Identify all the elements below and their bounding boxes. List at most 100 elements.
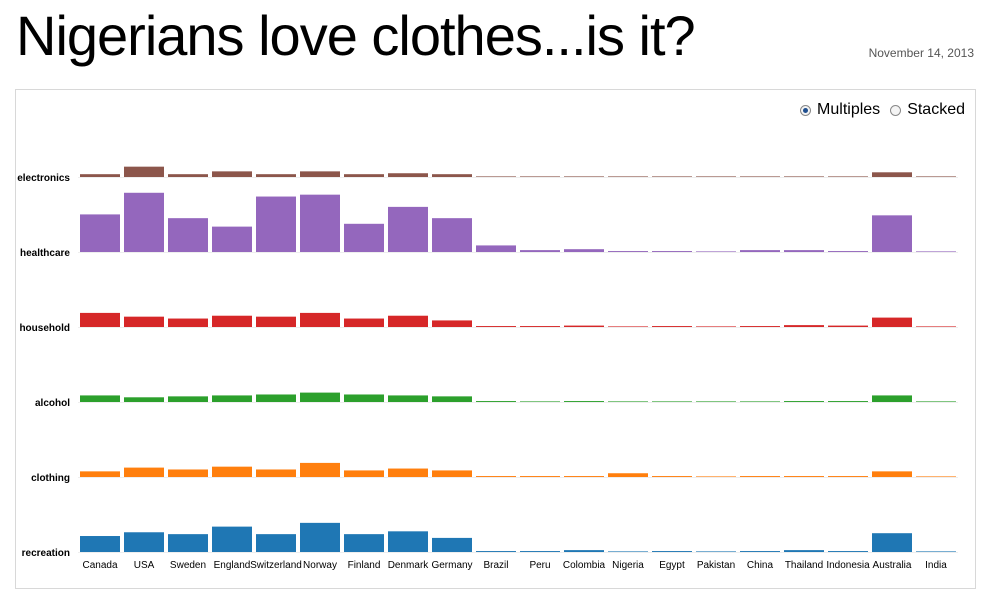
bar-clothing-sweden[interactable]	[168, 469, 208, 477]
bar-alcohol-indonesia[interactable]	[828, 401, 868, 402]
bar-electronics-brazil[interactable]	[476, 176, 516, 177]
bar-clothing-canada[interactable]	[80, 471, 120, 477]
bar-household-switzerland[interactable]	[256, 316, 296, 327]
bar-household-colombia[interactable]	[564, 325, 604, 327]
bar-electronics-peru[interactable]	[520, 176, 560, 177]
bar-healthcare-sweden[interactable]	[168, 218, 208, 252]
bar-electronics-denmark[interactable]	[388, 173, 428, 177]
bar-healthcare-norway[interactable]	[300, 194, 340, 252]
bar-clothing-thailand[interactable]	[784, 476, 824, 477]
bar-recreation-finland[interactable]	[344, 534, 384, 552]
bar-electronics-australia[interactable]	[872, 172, 912, 177]
bar-clothing-china[interactable]	[740, 476, 780, 477]
bar-household-india[interactable]	[916, 326, 956, 327]
bar-alcohol-australia[interactable]	[872, 395, 912, 402]
multiples-option[interactable]: Multiples	[800, 101, 880, 119]
bar-recreation-peru[interactable]	[520, 551, 560, 552]
bar-electronics-finland[interactable]	[344, 174, 384, 177]
bar-alcohol-egypt[interactable]	[652, 401, 692, 402]
bar-healthcare-canada[interactable]	[80, 214, 120, 252]
bar-household-germany[interactable]	[432, 320, 472, 327]
bar-household-finland[interactable]	[344, 318, 384, 327]
bar-household-china[interactable]	[740, 326, 780, 327]
bar-alcohol-thailand[interactable]	[784, 401, 824, 402]
bar-alcohol-pakistan[interactable]	[696, 401, 736, 402]
bar-clothing-germany[interactable]	[432, 470, 472, 477]
bar-recreation-switzerland[interactable]	[256, 534, 296, 552]
bar-household-sweden[interactable]	[168, 318, 208, 327]
bar-household-usa[interactable]	[124, 316, 164, 327]
bar-clothing-colombia[interactable]	[564, 476, 604, 477]
multiples-radio[interactable]	[800, 104, 812, 116]
bar-clothing-egypt[interactable]	[652, 476, 692, 477]
bar-electronics-nigeria[interactable]	[608, 176, 648, 177]
bar-healthcare-india[interactable]	[916, 251, 956, 252]
bar-clothing-brazil[interactable]	[476, 476, 516, 477]
stacked-option[interactable]: Stacked	[890, 101, 965, 119]
bar-alcohol-finland[interactable]	[344, 394, 384, 402]
bar-recreation-china[interactable]	[740, 551, 780, 552]
bar-alcohol-colombia[interactable]	[564, 401, 604, 402]
bar-healthcare-colombia[interactable]	[564, 249, 604, 252]
bar-healthcare-indonesia[interactable]	[828, 251, 868, 252]
bar-healthcare-finland[interactable]	[344, 223, 384, 252]
bar-recreation-thailand[interactable]	[784, 550, 824, 552]
bar-electronics-colombia[interactable]	[564, 176, 604, 177]
bar-alcohol-germany[interactable]	[432, 396, 472, 402]
bar-recreation-england[interactable]	[212, 526, 252, 552]
bar-household-denmark[interactable]	[388, 315, 428, 327]
bar-recreation-norway[interactable]	[300, 522, 340, 552]
bar-alcohol-denmark[interactable]	[388, 395, 428, 402]
bar-recreation-india[interactable]	[916, 551, 956, 552]
bar-alcohol-usa[interactable]	[124, 397, 164, 402]
bar-electronics-switzerland[interactable]	[256, 174, 296, 177]
bar-healthcare-brazil[interactable]	[476, 245, 516, 252]
bar-alcohol-england[interactable]	[212, 395, 252, 402]
bar-recreation-australia[interactable]	[872, 533, 912, 552]
bar-household-australia[interactable]	[872, 317, 912, 327]
bar-healthcare-pakistan[interactable]	[696, 251, 736, 252]
bar-electronics-germany[interactable]	[432, 174, 472, 177]
bar-household-thailand[interactable]	[784, 325, 824, 327]
bar-electronics-sweden[interactable]	[168, 174, 208, 177]
bar-household-canada[interactable]	[80, 312, 120, 327]
bar-alcohol-nigeria[interactable]	[608, 401, 648, 402]
bar-recreation-usa[interactable]	[124, 532, 164, 552]
bar-clothing-india[interactable]	[916, 476, 956, 477]
bar-electronics-indonesia[interactable]	[828, 176, 868, 177]
bar-clothing-usa[interactable]	[124, 467, 164, 477]
bar-healthcare-egypt[interactable]	[652, 251, 692, 252]
bar-electronics-india[interactable]	[916, 176, 956, 177]
bar-clothing-peru[interactable]	[520, 476, 560, 477]
bar-household-indonesia[interactable]	[828, 325, 868, 327]
bar-clothing-nigeria[interactable]	[608, 473, 648, 477]
bar-recreation-brazil[interactable]	[476, 551, 516, 552]
bar-electronics-china[interactable]	[740, 176, 780, 177]
bar-healthcare-nigeria[interactable]	[608, 251, 648, 252]
bar-household-nigeria[interactable]	[608, 326, 648, 327]
bar-household-norway[interactable]	[300, 312, 340, 327]
bar-electronics-thailand[interactable]	[784, 176, 824, 177]
bar-household-pakistan[interactable]	[696, 326, 736, 327]
stacked-radio[interactable]	[890, 104, 902, 116]
bar-healthcare-china[interactable]	[740, 250, 780, 252]
bar-recreation-canada[interactable]	[80, 536, 120, 552]
bar-clothing-australia[interactable]	[872, 471, 912, 477]
bar-electronics-england[interactable]	[212, 171, 252, 177]
bar-electronics-egypt[interactable]	[652, 176, 692, 177]
bar-alcohol-canada[interactable]	[80, 395, 120, 402]
bar-clothing-england[interactable]	[212, 466, 252, 477]
bar-recreation-denmark[interactable]	[388, 531, 428, 552]
bar-healthcare-thailand[interactable]	[784, 250, 824, 252]
bar-healthcare-denmark[interactable]	[388, 206, 428, 252]
bar-recreation-pakistan[interactable]	[696, 551, 736, 552]
bar-healthcare-switzerland[interactable]	[256, 196, 296, 252]
bar-healthcare-usa[interactable]	[124, 192, 164, 252]
bar-healthcare-australia[interactable]	[872, 215, 912, 252]
bar-clothing-pakistan[interactable]	[696, 476, 736, 477]
bar-recreation-nigeria[interactable]	[608, 551, 648, 552]
bar-electronics-usa[interactable]	[124, 166, 164, 177]
bar-clothing-denmark[interactable]	[388, 468, 428, 477]
bar-recreation-germany[interactable]	[432, 537, 472, 552]
bar-clothing-norway[interactable]	[300, 462, 340, 477]
